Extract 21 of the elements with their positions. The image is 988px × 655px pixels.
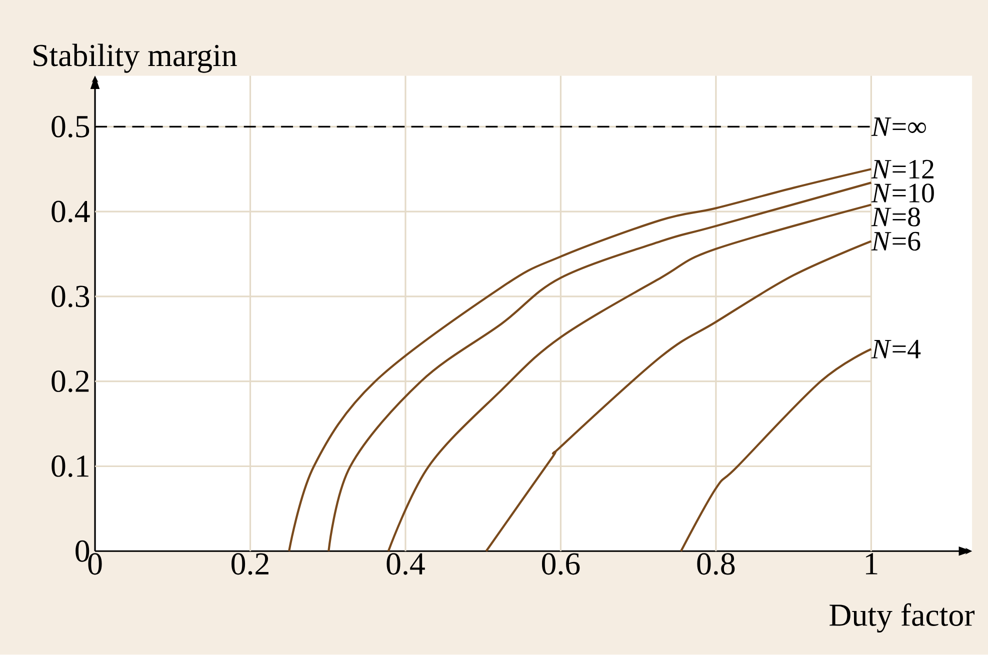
series-label: N=12 <box>871 160 934 178</box>
line-series <box>485 240 872 552</box>
line-series <box>680 348 872 552</box>
ref-line-label: N=∞ <box>871 118 926 136</box>
x-tick-label: 0.2 <box>232 553 268 575</box>
x-tick-label: 0.8 <box>697 553 735 575</box>
y-axis-title: Stability margin <box>34 44 237 73</box>
line-series <box>387 204 872 552</box>
x-tick-label: 0.4 <box>386 553 425 575</box>
x-tick-label: 1 <box>866 553 878 574</box>
x-tick-label: 0.6 <box>542 553 580 575</box>
y-tick-label: 0.5 <box>52 116 90 138</box>
y-tick-label: 0.1 <box>52 456 88 478</box>
x-axis-title: Duty factor <box>830 603 975 633</box>
series-label: N=8 <box>871 208 920 226</box>
y-tick-label: 0.4 <box>52 200 90 223</box>
series-label: N=6 <box>871 232 920 251</box>
y-tick-label: 0.3 <box>52 286 90 308</box>
y-tick-label: 0.2 <box>52 370 89 392</box>
series-label: N=4 <box>871 340 921 358</box>
series-label: N=10 <box>871 184 934 203</box>
